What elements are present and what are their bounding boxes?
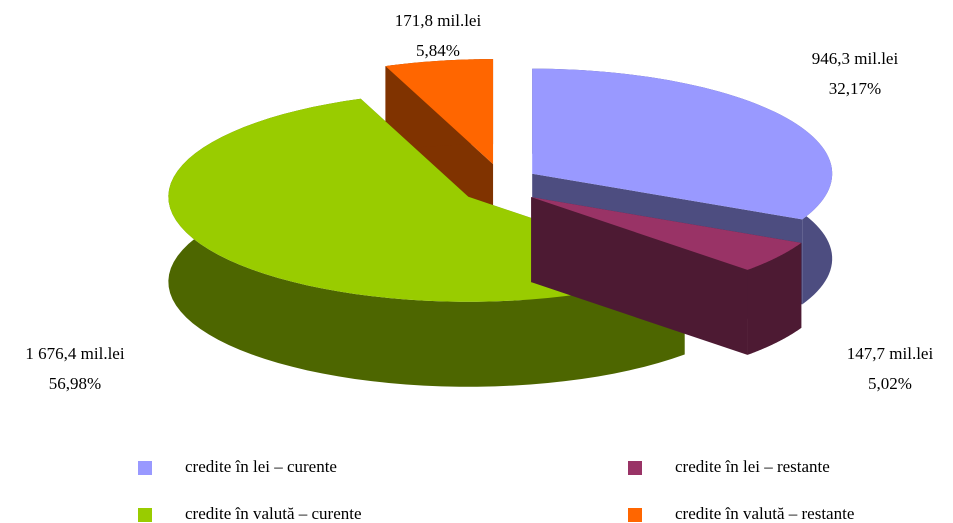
slice-side xyxy=(747,242,802,355)
amount-label: 171,8 mil.lei xyxy=(395,11,482,30)
pie-slice xyxy=(385,59,494,165)
pie-slice xyxy=(531,197,802,270)
pie-slice xyxy=(532,68,833,220)
legend-swatch xyxy=(628,508,642,522)
legend-label: credite în valută – restante xyxy=(675,504,854,523)
legend-label: credite în valută – curente xyxy=(185,504,362,523)
legend-swatch xyxy=(628,461,642,475)
legend-swatch xyxy=(138,461,152,475)
slice-side xyxy=(531,197,748,355)
amount-label: 946,3 mil.lei xyxy=(812,49,899,68)
value-label: 56,98% xyxy=(49,374,101,393)
value-label: 5,84% xyxy=(416,41,460,60)
legend-swatch xyxy=(138,508,152,522)
value-label: 5,02% xyxy=(868,374,912,393)
legend-label: credite în lei – curente xyxy=(185,457,337,476)
value-label: 32,17% xyxy=(829,79,881,98)
amount-label: 147,7 mil.lei xyxy=(847,344,934,363)
legend-label: credite în lei – restante xyxy=(675,457,830,476)
amount-label: 1 676,4 mil.lei xyxy=(25,344,124,363)
